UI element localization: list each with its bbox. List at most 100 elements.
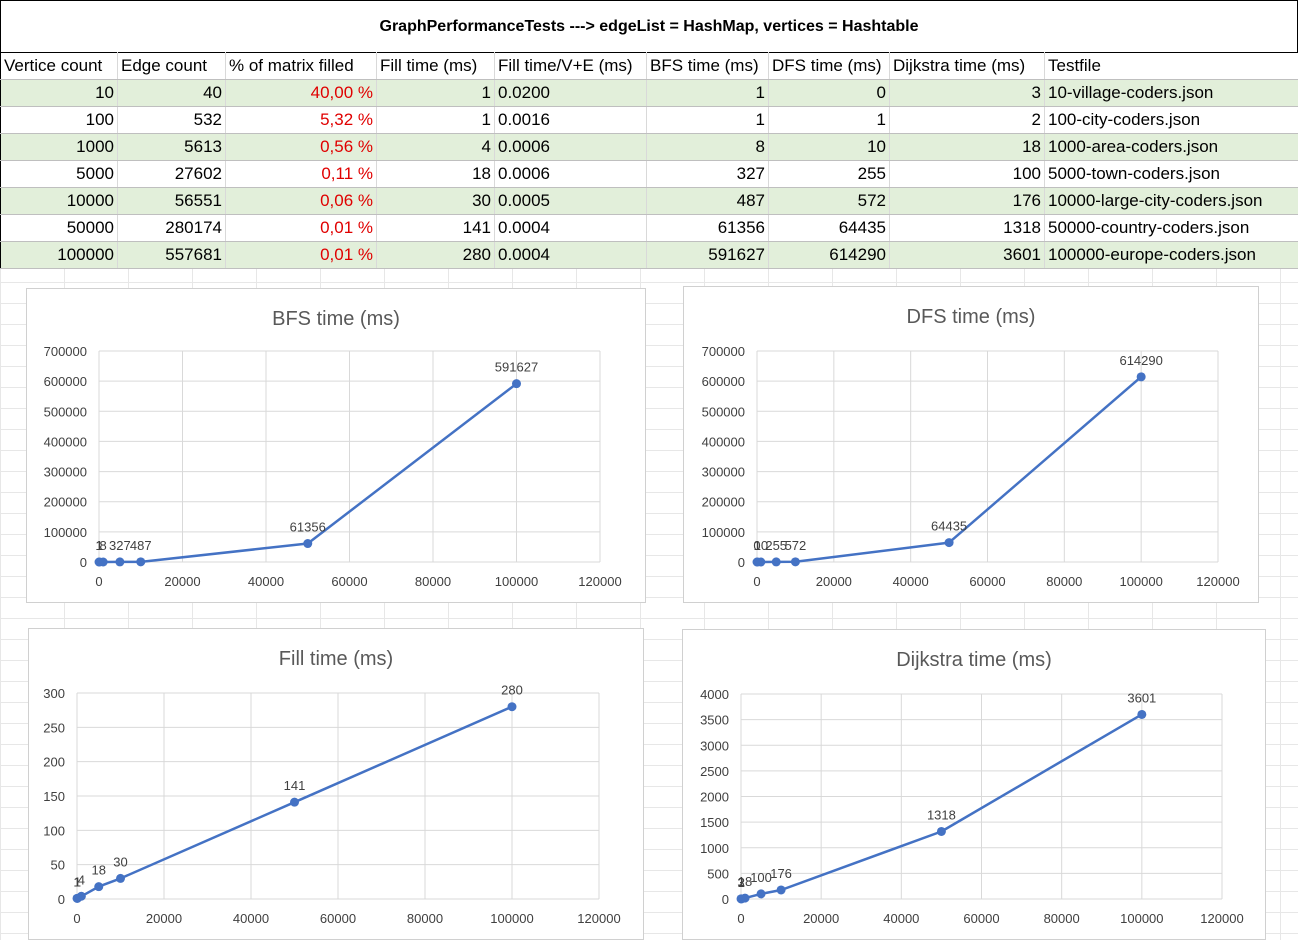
table-cell[interactable]: 0.0006 <box>495 134 647 161</box>
data-point <box>77 892 86 901</box>
table-cell[interactable]: 100000 <box>1 242 118 269</box>
x-tick-label: 60000 <box>969 574 1005 589</box>
y-tick-label: 1000 <box>700 841 729 856</box>
y-tick-label: 400000 <box>702 434 745 449</box>
sheet-title-banner[interactable]: GraphPerformanceTests ---> edgeList = Ha… <box>0 0 1298 53</box>
data-point <box>791 557 800 566</box>
table-cell[interactable]: 50000 <box>1 215 118 242</box>
y-tick-label: 500000 <box>44 404 87 419</box>
table-cell[interactable]: 18 <box>377 161 495 188</box>
table-cell[interactable]: 1 <box>769 107 890 134</box>
header-cell[interactable]: DFS time (ms) <box>769 53 890 80</box>
table-cell[interactable]: 1 <box>377 80 495 107</box>
header-cell[interactable]: Dijkstra time (ms) <box>890 53 1045 80</box>
table-cell[interactable]: 27602 <box>118 161 226 188</box>
data-label: 487 <box>130 538 152 553</box>
table-cell[interactable]: 50000-country-coders.json <box>1045 215 1298 242</box>
data-point <box>756 557 765 566</box>
table-cell[interactable]: 5000-town-coders.json <box>1045 161 1298 188</box>
data-point <box>136 557 145 566</box>
table-cell[interactable]: 56551 <box>118 188 226 215</box>
table-cell[interactable]: 5613 <box>118 134 226 161</box>
header-cell[interactable]: Testfile <box>1045 53 1298 80</box>
table-cell[interactable]: 5,32 % <box>226 107 377 134</box>
table-cell[interactable]: 141 <box>377 215 495 242</box>
table-cell[interactable]: 572 <box>769 188 890 215</box>
table-row: 10000 56551 0,06 % 30 0.0005 487 572 176… <box>1 188 1298 215</box>
table-cell[interactable]: 327 <box>647 161 769 188</box>
table-cell[interactable]: 0.0004 <box>495 242 647 269</box>
table-cell[interactable]: 3 <box>890 80 1045 107</box>
table-cell[interactable]: 30 <box>377 188 495 215</box>
table-cell[interactable]: 532 <box>118 107 226 134</box>
table-cell[interactable]: 18 <box>890 134 1045 161</box>
table-cell[interactable]: 1 <box>647 107 769 134</box>
table-cell[interactable]: 487 <box>647 188 769 215</box>
table-cell[interactable]: 280174 <box>118 215 226 242</box>
table-cell[interactable]: 0.0200 <box>495 80 647 107</box>
table-cell[interactable]: 10-village-coders.json <box>1045 80 1298 107</box>
table-cell[interactable]: 1 <box>647 80 769 107</box>
table-cell[interactable]: 0,01 % <box>226 215 377 242</box>
table-cell[interactable]: 1000-area-coders.json <box>1045 134 1298 161</box>
data-point <box>937 827 946 836</box>
table-cell[interactable]: 0.0016 <box>495 107 647 134</box>
header-cell[interactable]: Fill time/V+E (ms) <box>495 53 647 80</box>
table-cell[interactable]: 10 <box>769 134 890 161</box>
table-cell[interactable]: 3601 <box>890 242 1045 269</box>
header-cell[interactable]: Fill time (ms) <box>377 53 495 80</box>
table-cell[interactable]: 2 <box>890 107 1045 134</box>
table-cell[interactable]: 0 <box>769 80 890 107</box>
table-cell[interactable]: 0,11 % <box>226 161 377 188</box>
header-cell[interactable]: Edge count <box>118 53 226 80</box>
table-cell[interactable]: 0,56 % <box>226 134 377 161</box>
x-tick-label: 80000 <box>407 911 443 926</box>
table-cell[interactable]: 1318 <box>890 215 1045 242</box>
chart-title: Dijkstra time (ms) <box>896 649 1052 671</box>
table-cell[interactable]: 100 <box>890 161 1045 188</box>
table-cell[interactable]: 614290 <box>769 242 890 269</box>
header-cell[interactable]: Vertice count <box>1 53 118 80</box>
chart-title: BFS time (ms) <box>272 308 400 330</box>
table-cell[interactable]: 591627 <box>647 242 769 269</box>
table-cell[interactable]: 1 <box>377 107 495 134</box>
table-cell[interactable]: 4 <box>377 134 495 161</box>
data-label: 280 <box>501 683 523 698</box>
table-cell[interactable]: 61356 <box>647 215 769 242</box>
data-point <box>512 379 521 388</box>
y-tick-label: 200000 <box>44 495 87 510</box>
table-cell[interactable]: 64435 <box>769 215 890 242</box>
table-cell[interactable]: 557681 <box>118 242 226 269</box>
table-cell[interactable]: 100-city-coders.json <box>1045 107 1298 134</box>
y-tick-label: 100000 <box>44 525 87 540</box>
table-cell[interactable]: 0.0006 <box>495 161 647 188</box>
table-cell[interactable]: 0,01 % <box>226 242 377 269</box>
table-cell[interactable]: 280 <box>377 242 495 269</box>
table-cell[interactable]: 176 <box>890 188 1045 215</box>
table-cell[interactable]: 255 <box>769 161 890 188</box>
table-cell[interactable]: 8 <box>647 134 769 161</box>
x-tick-label: 0 <box>95 574 102 589</box>
table-cell[interactable]: 10000 <box>1 188 118 215</box>
table-cell[interactable]: 5000 <box>1 161 118 188</box>
table-row: 100000 557681 0,01 % 280 0.0004 591627 6… <box>1 242 1298 269</box>
table-cell[interactable]: 100000-europe-coders.json <box>1045 242 1298 269</box>
table-cell[interactable]: 0,06 % <box>226 188 377 215</box>
y-tick-label: 2000 <box>700 790 729 805</box>
header-cell[interactable]: % of matrix filled <box>226 53 377 80</box>
data-point <box>1137 372 1146 381</box>
table-cell[interactable]: 0.0004 <box>495 215 647 242</box>
table-cell[interactable]: 10 <box>1 80 118 107</box>
table-cell[interactable]: 10000-large-city-coders.json <box>1045 188 1298 215</box>
table-cell[interactable]: 1000 <box>1 134 118 161</box>
table-cell[interactable]: 40,00 % <box>226 80 377 107</box>
table-cell[interactable]: 0.0005 <box>495 188 647 215</box>
data-point <box>757 889 766 898</box>
table-cell[interactable]: 100 <box>1 107 118 134</box>
table-cell[interactable]: 40 <box>118 80 226 107</box>
header-cell[interactable]: BFS time (ms) <box>647 53 769 80</box>
